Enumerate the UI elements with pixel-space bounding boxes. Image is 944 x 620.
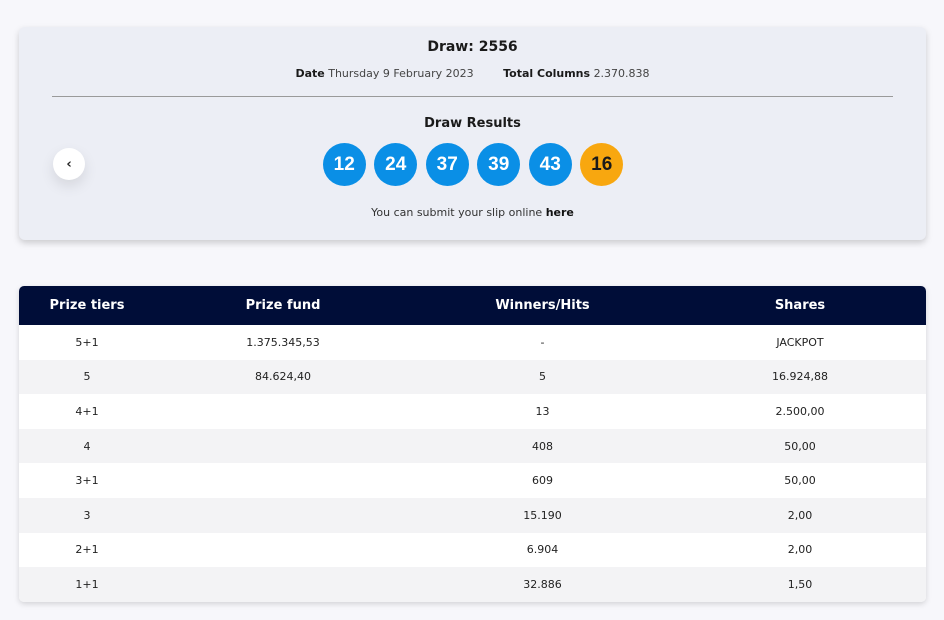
- cell-fund: [155, 533, 411, 568]
- table-row: 3 15.190 2,00: [19, 497, 926, 533]
- cell-fund: [155, 394, 411, 429]
- cell-fund: 1.375.345,53: [246, 335, 320, 349]
- draw-title: Draw: 2556: [427, 39, 518, 55]
- cell-fund: [155, 567, 411, 602]
- cell-shares: 50,00: [784, 474, 816, 488]
- cell-shares: 2,00: [787, 543, 813, 557]
- submit-here-link[interactable]: here: [545, 206, 574, 219]
- cell-winners: 13: [535, 404, 550, 418]
- number-ball: 39: [477, 143, 521, 186]
- cell-fund: [155, 463, 411, 498]
- cell-tier: 4+1: [75, 404, 99, 418]
- number-ball: 12: [322, 143, 366, 186]
- header-prize-tiers: Prize tiers: [49, 298, 125, 313]
- results-title: Draw Results: [424, 116, 521, 131]
- cell-tier: 2+1: [75, 543, 99, 557]
- table-row: 5+1 1.375.345,53 - JACKPOT: [19, 325, 926, 360]
- cell-shares: 1,50: [787, 577, 813, 591]
- divider: [52, 96, 893, 97]
- number-ball: 24: [374, 143, 418, 186]
- result-balls: 12 24 37 39 43 16: [19, 143, 926, 186]
- header-prize-fund: Prize fund: [245, 298, 321, 313]
- cell-tier: 4: [83, 439, 91, 453]
- prize-table: Prize tiers Prize fund Winners/Hits Shar…: [19, 286, 926, 602]
- cell-fund: 84.624,40: [255, 370, 311, 384]
- cell-tier: 5: [83, 370, 91, 384]
- table-row: 5 84.624,40 5 16.924,88: [19, 359, 926, 395]
- cell-winners: 5: [539, 370, 546, 384]
- cell-shares: 50,00: [784, 439, 816, 453]
- cell-shares: 2,00: [787, 508, 813, 522]
- header-winners-hits: Winners/Hits: [495, 298, 590, 313]
- cell-winners: 408: [532, 439, 553, 453]
- number-ball: 43: [528, 143, 572, 186]
- cell-winners: 15.190: [523, 508, 562, 522]
- submit-slip-text: You can submit your slip online here: [19, 206, 926, 219]
- cell-winners: 6.904: [526, 543, 559, 557]
- cell-winners: 609: [532, 474, 553, 488]
- cell-tier: 5+1: [75, 335, 99, 349]
- cell-shares: JACKPOT: [776, 335, 824, 349]
- table-row: 2+1 6.904 2,00: [19, 532, 926, 568]
- header-shares: Shares: [774, 298, 826, 313]
- cell-tier: 3: [83, 508, 91, 522]
- submit-text: You can submit your slip online: [371, 206, 546, 219]
- draw-date: Date Thursday 9 February 2023: [295, 67, 477, 80]
- previous-draw-button[interactable]: ‹: [53, 148, 85, 180]
- total-columns: Total Columns 2.370.838: [503, 67, 649, 80]
- cell-shares: 2.500,00: [775, 404, 825, 418]
- table-row: 4+1 13 2.500,00: [19, 394, 926, 429]
- bonus-ball: 16: [580, 143, 624, 186]
- table-row: 1+1 32.886 1,50: [19, 567, 926, 602]
- cell-tier: 3+1: [75, 474, 99, 488]
- table-header-row: Prize tiers Prize fund Winners/Hits Shar…: [19, 286, 926, 325]
- number-ball: 37: [425, 143, 469, 186]
- cell-winners: 32.886: [523, 577, 562, 591]
- cell-fund: [155, 498, 411, 533]
- table-row: 4 408 50,00: [19, 428, 926, 464]
- draw-card: Draw: 2556 Date Thursday 9 February 2023…: [19, 27, 926, 240]
- table-row: 3+1 609 50,00: [19, 463, 926, 498]
- date-label: Date: [295, 67, 325, 80]
- columns-value: 2.370.838: [593, 67, 650, 80]
- draw-meta: Date Thursday 9 February 2023 Total Colu…: [19, 67, 926, 80]
- date-value: Thursday 9 February 2023: [328, 67, 474, 80]
- cell-tier: 1+1: [75, 577, 99, 591]
- chevron-left-icon: ‹: [66, 156, 72, 172]
- cell-fund: [155, 429, 411, 464]
- columns-label: Total Columns: [503, 67, 591, 80]
- cell-shares: 16.924,88: [772, 370, 828, 384]
- cell-winners: -: [540, 335, 545, 349]
